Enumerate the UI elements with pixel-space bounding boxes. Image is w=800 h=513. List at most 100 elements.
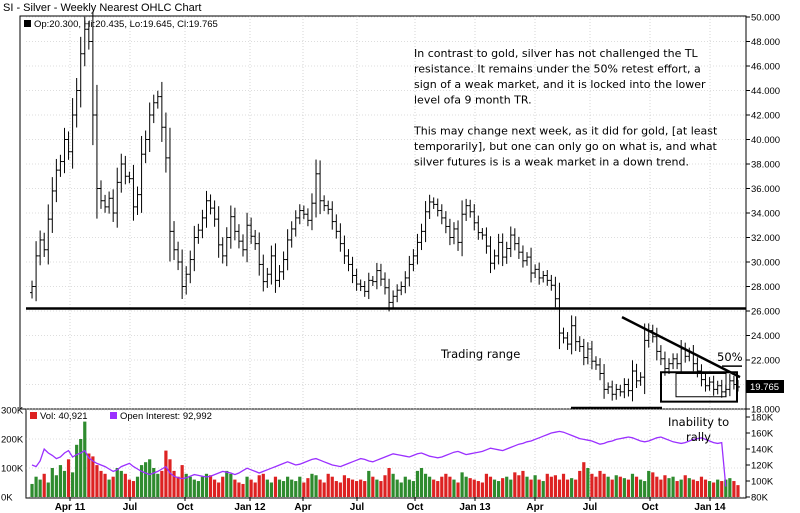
ohlc-bar [447,218,452,246]
ohlc-bar [261,254,266,292]
volume-tick-label: 300K [1,406,24,417]
volume-bar [399,482,403,497]
volume-bar [42,473,46,497]
ohlc-bar [370,275,375,287]
volume-bar [99,470,103,497]
volume-bar [468,478,472,497]
ohlc-bar [354,268,359,291]
volume-bar [395,479,399,497]
ohlc-bar [107,191,112,214]
ohlc-bar [488,236,493,274]
volume-bar [294,481,298,497]
ohlc-bar [90,11,95,146]
ohlc-bar [423,201,428,243]
volume-bar [359,479,363,497]
ohlc-bar [220,237,225,264]
ohlc-bar [496,233,501,265]
volume-bar [237,482,241,497]
ohlc-bar [602,364,607,399]
ohlc-bar [115,167,120,228]
volume-bar [139,465,144,497]
volume-bar [622,478,626,497]
ohlc-bar [330,201,335,230]
volume-bar [363,481,367,497]
volume-bar [79,439,83,497]
volume-bar [334,481,338,497]
ohlc-bar [34,241,39,302]
ohlc-bar [387,278,392,312]
volume-bar [229,473,233,497]
volume-bar [529,479,533,497]
price-tick-label: 34.000 [751,209,780,220]
annotation-line: In contrast to gold, silver has not chal… [414,47,699,60]
volume-bar [310,473,314,497]
ohlc-bar [545,270,550,286]
volume-bar [213,479,217,497]
ohlc-bar [305,208,310,227]
ohlc-bar [537,262,542,285]
volume-bar [541,481,545,497]
volume-bar [687,478,691,497]
ohlc-bar [695,357,700,378]
ohlc-bar [111,189,116,222]
price-tick-label: 46.000 [751,62,780,73]
price-tick-label: 50.000 [751,13,780,24]
volume-bar [253,482,257,497]
ohlc-bar [342,235,347,264]
ohlc-bar [573,316,578,352]
volume-bar [326,473,330,497]
price-tick-label: 24.000 [751,331,780,342]
volume-bar [131,481,136,497]
volume-bar [383,475,387,497]
ohlc-bar [155,90,160,109]
volume-bar [257,475,261,497]
price-tick-label: 22.000 [751,356,780,367]
volume-bar [342,475,347,497]
ohlc-bar [176,241,181,271]
volume-bar [273,476,278,497]
volume-bar [699,476,704,497]
ohlc-bar [204,190,209,228]
ohlc-bar [58,154,63,177]
ohlc-bar [285,229,290,271]
volume-bar [428,476,432,497]
ohlc-bar [598,358,603,381]
volume-bar [30,483,34,497]
ohlc-bar [435,198,440,217]
volume-bar [436,481,440,497]
volume-bar [338,482,342,497]
volume-bar [448,476,452,497]
volume-bar [269,482,273,497]
ohlc-bar [143,130,148,164]
ohlc-bar [228,205,233,249]
volume-bar [367,470,371,497]
volume-bar [659,479,663,497]
ohlc-bar [460,200,465,257]
ohlc-bar [346,249,351,272]
oi-legend-swatch [110,412,117,419]
ohlc-bar [54,158,59,203]
consolidation-box-outer [660,371,738,403]
ohlc-bar [269,245,274,285]
ohlc-bar [658,345,663,366]
volume-bar [152,468,156,497]
ohlc-bar [123,155,128,185]
volume-bar [115,468,119,497]
ohlc-bar [638,372,643,386]
ohlc-bar [167,127,172,262]
volume-bar [630,473,635,497]
ohlc-bar [277,265,282,288]
ohlc-legend-swatch [24,20,31,27]
volume-bar [58,465,63,497]
x-tick-label: Jul [350,502,365,513]
open-interest-line-layer [31,430,727,487]
ohlc-bar [151,94,156,124]
volume-bar [497,481,501,497]
ohlc-bar [626,378,631,397]
volume-bar [691,479,695,497]
ohlc-bar [216,206,221,258]
x-tick-label: Apr 11 [55,502,86,513]
price-tick-label: 30.000 [751,258,780,269]
volume-bar [618,476,622,497]
volume-bar [391,473,395,497]
